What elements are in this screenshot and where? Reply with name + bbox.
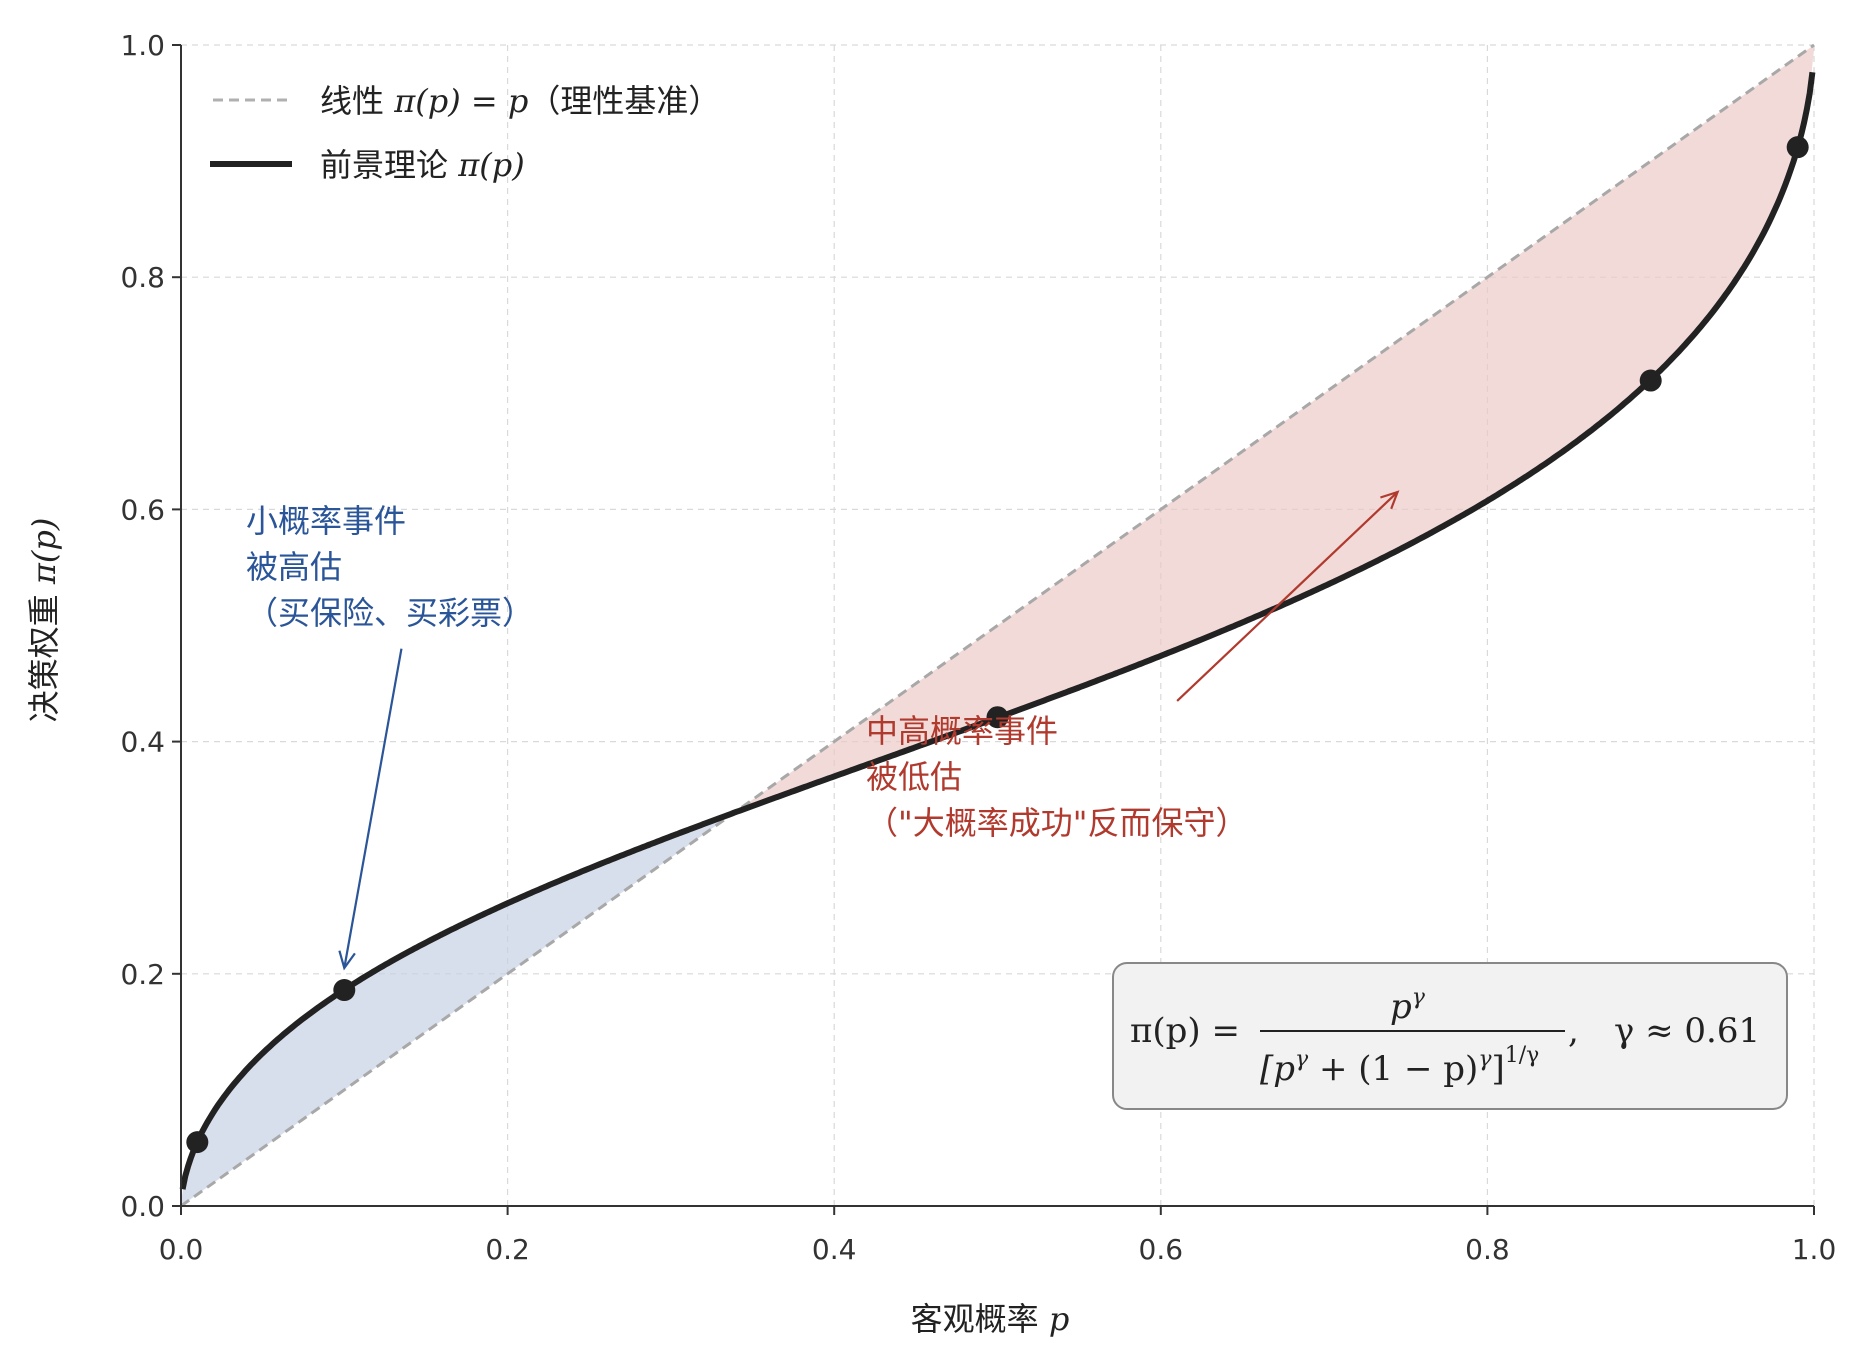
formula-box: π(p) = pγ [pγ + (1 − p)γ]1/γ , γ ≈ 0.61	[1112, 962, 1788, 1110]
annotation-underweighting: 中高概率事件 被低估 （"大概率成功"反而保守）	[866, 712, 1247, 842]
legend-label-prospect-prefix: 前景理论	[320, 146, 458, 184]
annotation-arrow-shaft	[343, 648, 403, 969]
grid	[181, 44, 1815, 1206]
x-tick-label: 0.8	[1465, 1233, 1510, 1266]
axes	[180, 45, 1814, 1207]
y-tick-label: 0.4	[120, 726, 165, 759]
annotation-overweighting-line-1: 小概率事件	[246, 502, 406, 540]
formula-numerator-sup: γ	[1412, 985, 1426, 1010]
formula-box-frame	[1112, 962, 1788, 1110]
annotation-underweighting-line-1: 中高概率事件	[866, 712, 1058, 750]
formula-denominator: [pγ + (1 − p)γ]1/γ	[1260, 1043, 1539, 1089]
data-point-marker	[186, 1131, 209, 1154]
annotation-overweighting-line-3: （买保险、买彩票）	[246, 594, 534, 632]
y-tick-label: 0.8	[120, 261, 165, 294]
annotation-arrow-head	[1380, 490, 1400, 510]
x-tick-label: 1.0	[1792, 1233, 1837, 1266]
axis-ticks: 0.0 0.2 0.4 0.6 0.8 1.0 0.0 0.2 0.4 0.6 0.8 1.0	[120, 29, 1836, 1266]
data-point-marker	[1639, 369, 1662, 392]
data-point-marker	[986, 706, 1009, 729]
fill-overweight	[181, 811, 737, 1206]
formula-gamma: γ ≈ 0.61	[1614, 1011, 1760, 1051]
y-axis-label-math: π(p)	[25, 518, 63, 585]
x-tick-label: 0.4	[812, 1233, 857, 1266]
annotation-overweighting-line-2: 被高估	[246, 548, 342, 586]
annotation-arrow-head	[338, 950, 356, 971]
y-tick-label: 1.0	[120, 29, 165, 62]
formula-denominator-end: ]	[1491, 1049, 1504, 1089]
legend-label-linear-prefix: 线性	[320, 82, 394, 120]
x-tick-label: 0.6	[1139, 1233, 1184, 1266]
legend-label-prospect-math: π(p)	[457, 146, 524, 184]
formula-denominator-sup2: γ	[1478, 1047, 1492, 1072]
legend: 线性 π(p) = p（理性基准） 前景理论 π(p)	[210, 82, 720, 184]
y-tick-label: 0.6	[120, 493, 165, 526]
formula-denominator-mid: + (1 − p)	[1308, 1049, 1478, 1089]
formula-numerator-base: p	[1390, 987, 1412, 1027]
x-axis-label-math: p	[1049, 1300, 1069, 1338]
legend-label-prospect: 前景理论 π(p)	[320, 146, 525, 184]
formula-denominator-open: [p	[1260, 1049, 1295, 1089]
x-tick-label: 0.2	[485, 1233, 530, 1266]
formula-numerator: pγ	[1390, 985, 1426, 1027]
legend-label-linear-suffix: （理性基准）	[528, 82, 720, 120]
data-markers	[186, 136, 1809, 1154]
x-tick-label: 0.0	[159, 1233, 204, 1266]
formula-denominator-sup1: γ	[1295, 1047, 1309, 1072]
y-axis-label: 决策权重 π(p)	[25, 518, 63, 723]
annotation-arrow-shaft	[1176, 491, 1399, 702]
formula-denominator-sup3: 1/γ	[1505, 1043, 1540, 1068]
annotation-underweighting-line-2: 被低估	[866, 758, 962, 796]
annotation-underweighting-line-3: （"大概率成功"反而保守）	[866, 804, 1247, 842]
legend-label-linear: 线性 π(p) = p（理性基准）	[320, 82, 720, 120]
y-tick-label: 0.0	[120, 1190, 165, 1223]
formula-tail: ,	[1568, 1011, 1579, 1051]
y-tick-label: 0.2	[120, 958, 165, 991]
x-axis-label-text: 客观概率	[911, 1300, 1049, 1338]
annotation-overweighting: 小概率事件 被高估 （买保险、买彩票）	[246, 502, 534, 632]
annotation-arrows	[338, 490, 1400, 971]
series-line-linear	[180, 43, 1815, 1208]
y-axis-label-text: 决策权重	[25, 584, 63, 722]
legend-label-linear-math: π(p) = p	[393, 82, 528, 120]
x-axis-label: 客观概率 p	[911, 1300, 1070, 1338]
formula-lhs: π(p) =	[1130, 1011, 1240, 1051]
data-point-marker	[1786, 136, 1809, 159]
data-point-marker	[333, 979, 356, 1002]
